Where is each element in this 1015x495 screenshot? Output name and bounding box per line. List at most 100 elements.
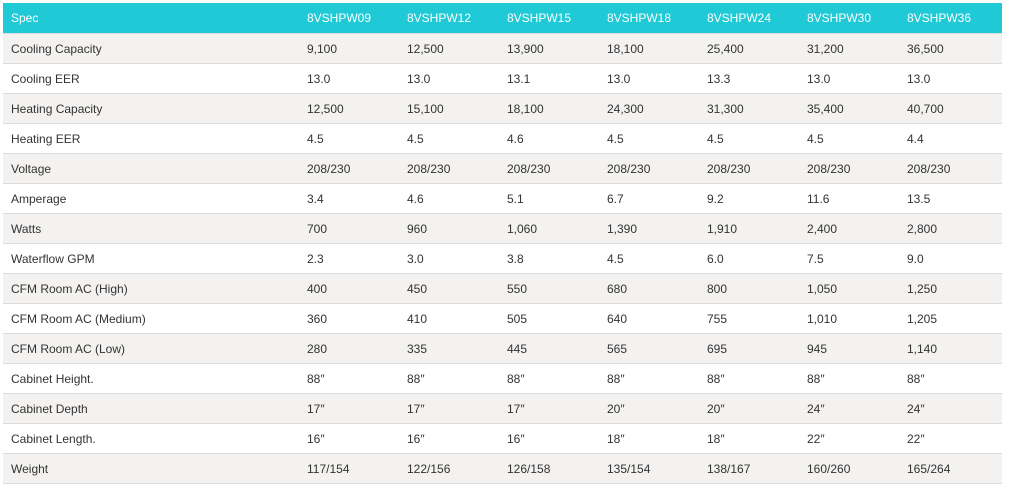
spec-table: Spec 8VSHPW09 8VSHPW12 8VSHPW15 8VSHPW18 8VSH… — [3, 3, 1002, 484]
spec-value-cell: 445 — [499, 333, 599, 364]
table-row: Watts 700 960 1,060 1,390 1,910 2,400 2,800 — [3, 213, 1002, 244]
spec-value-cell: 9,100 — [299, 33, 399, 64]
spec-value-cell: 9.2 — [699, 183, 799, 214]
spec-value-cell: 13.0 — [299, 63, 399, 94]
table-row: Waterflow GPM 2.3 3.0 3.8 4.5 6.0 7.5 9.0 — [3, 243, 1002, 274]
spec-value-cell: 208/230 — [899, 153, 1002, 184]
table-row: Heating EER 4.5 4.5 4.6 4.5 4.5 4.5 4.4 — [3, 123, 1002, 154]
spec-label-cell: Cooling Capacity — [3, 33, 299, 64]
spec-value-cell: 695 — [699, 333, 799, 364]
table-row: Cooling EER 13.0 13.0 13.1 13.0 13.3 13.0 13.0 — [3, 63, 1002, 94]
spec-value-cell: 20″ — [699, 393, 799, 424]
spec-value-cell: 505 — [499, 303, 599, 334]
column-header-spec: Spec — [3, 3, 299, 34]
spec-value-cell: 88″ — [899, 363, 1002, 394]
spec-value-cell: 117/154 — [299, 453, 399, 484]
spec-label-cell: Heating Capacity — [3, 93, 299, 124]
spec-value-cell: 135/154 — [599, 453, 699, 484]
spec-value-cell: 755 — [699, 303, 799, 334]
spec-value-cell: 208/230 — [699, 153, 799, 184]
spec-value-cell: 122/156 — [399, 453, 499, 484]
table-row: Cabinet Length. 16″ 16″ 16″ 18″ 18″ 22″ 22″ — [3, 423, 1002, 454]
spec-value-cell: 1,060 — [499, 213, 599, 244]
spec-value-cell: 4.5 — [299, 123, 399, 154]
table-row: Cabinet Depth 17″ 17″ 17″ 20″ 20″ 24″ 24″ — [3, 393, 1002, 424]
spec-value-cell: 4.5 — [699, 123, 799, 154]
spec-value-cell: 88″ — [599, 363, 699, 394]
spec-table-container: Spec 8VSHPW09 8VSHPW12 8VSHPW15 8VSHPW18 8VSH… — [3, 3, 1002, 484]
spec-value-cell: 17″ — [399, 393, 499, 424]
table-row: Voltage 208/230 208/230 208/230 208/230 208/2… — [3, 153, 1002, 184]
spec-value-cell: 4.5 — [399, 123, 499, 154]
spec-value-cell: 15,100 — [399, 93, 499, 124]
spec-value-cell: 13.0 — [799, 63, 899, 94]
spec-label-cell: CFM Room AC (High) — [3, 273, 299, 304]
spec-value-cell: 36,500 — [899, 33, 1002, 64]
spec-value-cell: 4.5 — [799, 123, 899, 154]
spec-value-cell: 6.7 — [599, 183, 699, 214]
spec-value-cell: 40,700 — [899, 93, 1002, 124]
spec-value-cell: 3.4 — [299, 183, 399, 214]
spec-value-cell: 410 — [399, 303, 499, 334]
spec-value-cell: 800 — [699, 273, 799, 304]
spec-label-cell: Voltage — [3, 153, 299, 184]
spec-value-cell: 88″ — [799, 363, 899, 394]
spec-table-body: Cooling Capacity 9,100 12,500 13,900 18,100 2… — [3, 33, 1002, 484]
spec-value-cell: 18,100 — [499, 93, 599, 124]
spec-value-cell: 13.5 — [899, 183, 1002, 214]
spec-value-cell: 6.0 — [699, 243, 799, 274]
spec-value-cell: 640 — [599, 303, 699, 334]
spec-label-cell: CFM Room AC (Medium) — [3, 303, 299, 334]
spec-value-cell: 18″ — [599, 423, 699, 454]
spec-value-cell: 1,205 — [899, 303, 1002, 334]
spec-label-cell: Cooling EER — [3, 63, 299, 94]
spec-table-header: Spec 8VSHPW09 8VSHPW12 8VSHPW15 8VSHPW18 8VSH… — [3, 3, 1002, 34]
spec-value-cell: 17″ — [299, 393, 399, 424]
spec-value-cell: 18,100 — [599, 33, 699, 64]
spec-value-cell: 18″ — [699, 423, 799, 454]
spec-value-cell: 1,910 — [699, 213, 799, 244]
spec-value-cell: 1,250 — [899, 273, 1002, 304]
spec-label-cell: CFM Room AC (Low) — [3, 333, 299, 364]
spec-value-cell: 4.5 — [599, 243, 699, 274]
spec-value-cell: 1,050 — [799, 273, 899, 304]
spec-value-cell: 5.1 — [499, 183, 599, 214]
spec-value-cell: 9.0 — [899, 243, 1002, 274]
spec-value-cell: 12,500 — [299, 93, 399, 124]
spec-value-cell: 360 — [299, 303, 399, 334]
spec-value-cell: 20″ — [599, 393, 699, 424]
spec-value-cell: 11.6 — [799, 183, 899, 214]
spec-value-cell: 700 — [299, 213, 399, 244]
spec-value-cell: 450 — [399, 273, 499, 304]
table-row: Weight 117/154 122/156 126/158 135/154 138/16… — [3, 453, 1002, 484]
spec-label-cell: Waterflow GPM — [3, 243, 299, 274]
spec-value-cell: 24″ — [899, 393, 1002, 424]
spec-value-cell: 13.3 — [699, 63, 799, 94]
spec-value-cell: 280 — [299, 333, 399, 364]
spec-value-cell: 160/260 — [799, 453, 899, 484]
column-header-model: 8VSHPW30 — [799, 3, 899, 34]
column-header-model: 8VSHPW18 — [599, 3, 699, 34]
spec-value-cell: 960 — [399, 213, 499, 244]
spec-value-cell: 16″ — [499, 423, 599, 454]
table-row: CFM Room AC (High) 400 450 550 680 800 1,050 1,… — [3, 273, 1002, 304]
spec-value-cell: 12,500 — [399, 33, 499, 64]
spec-label-cell: Watts — [3, 213, 299, 244]
spec-value-cell: 13.0 — [599, 63, 699, 94]
table-row: Amperage 3.4 4.6 5.1 6.7 9.2 11.6 13.5 — [3, 183, 1002, 214]
spec-value-cell: 22″ — [899, 423, 1002, 454]
spec-value-cell: 165/264 — [899, 453, 1002, 484]
spec-value-cell: 3.0 — [399, 243, 499, 274]
spec-value-cell: 2,800 — [899, 213, 1002, 244]
spec-value-cell: 4.6 — [399, 183, 499, 214]
spec-value-cell: 16″ — [399, 423, 499, 454]
spec-value-cell: 1,140 — [899, 333, 1002, 364]
column-header-model: 8VSHPW12 — [399, 3, 499, 34]
spec-value-cell: 335 — [399, 333, 499, 364]
spec-value-cell: 16″ — [299, 423, 399, 454]
spec-value-cell: 208/230 — [599, 153, 699, 184]
spec-value-cell: 565 — [599, 333, 699, 364]
spec-value-cell: 4.5 — [599, 123, 699, 154]
header-row: Spec 8VSHPW09 8VSHPW12 8VSHPW15 8VSHPW18 8VSH… — [3, 3, 1002, 34]
column-header-model: 8VSHPW09 — [299, 3, 399, 34]
